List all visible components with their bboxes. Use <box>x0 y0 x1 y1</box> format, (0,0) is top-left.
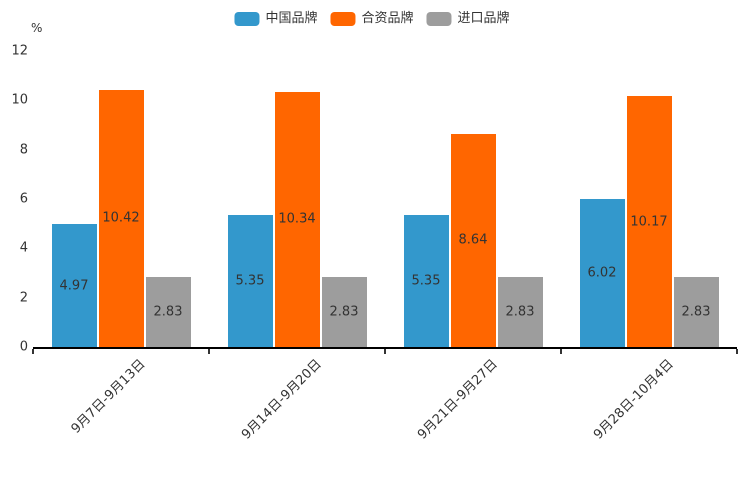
x-axis-tick <box>384 349 386 354</box>
bar-value-label: 2.83 <box>505 304 535 320</box>
x-axis-tick <box>208 349 210 354</box>
y-axis-unit-label: % <box>31 21 43 35</box>
bar-group: 5.35 8.64 2.83 <box>385 51 561 347</box>
x-axis-tick <box>736 349 738 354</box>
x-tick-label: 9月7日-9月13日 <box>68 356 149 437</box>
legend-item[interactable]: 中国品牌 <box>234 10 317 28</box>
x-tick-label: 9月14日-9月20日 <box>238 356 325 443</box>
legend-label: 中国品牌 <box>265 11 318 26</box>
y-tick-label: 10 <box>11 92 28 108</box>
y-tick-label: 8 <box>19 142 28 158</box>
legend-swatch-icon <box>234 12 260 26</box>
bar: 5.35 <box>227 215 273 347</box>
bar-value-label: 2.83 <box>329 304 359 320</box>
bar-value-label: 8.64 <box>458 232 488 248</box>
bar: 2.83 <box>497 277 543 347</box>
y-tick-label: 0 <box>19 339 28 355</box>
bar-value-label: 2.83 <box>681 304 711 320</box>
bar-value-label: 10.17 <box>630 214 668 230</box>
y-tick-label: 2 <box>19 290 28 306</box>
legend-swatch-icon <box>330 12 356 26</box>
y-tick-label: 6 <box>19 191 28 207</box>
bar: 4.97 <box>51 224 97 347</box>
bar-group: 5.35 10.34 2.83 <box>209 51 385 347</box>
legend: 中国品牌 合资品牌 进口品牌 <box>234 10 510 28</box>
bar-value-label: 6.02 <box>587 265 617 281</box>
x-tick-label: 9月28日-10月4日 <box>590 356 677 443</box>
legend-label: 进口品牌 <box>457 11 510 26</box>
x-tick-label: 9月21日-9月27日 <box>414 356 501 443</box>
legend-swatch-icon <box>426 12 452 26</box>
plot-area: 4.97 10.42 2.83 5.35 10.34 2.83 5.35 8.64 2.83 6.… <box>32 51 738 354</box>
x-axis-tick <box>32 349 34 354</box>
x-axis-line <box>33 347 737 349</box>
bar: 5.35 <box>403 215 449 347</box>
bar: 2.83 <box>673 277 719 347</box>
bar-value-label: 2.83 <box>153 304 183 320</box>
bar: 10.42 <box>98 89 144 347</box>
bar: 6.02 <box>579 198 625 347</box>
y-tick-label: 12 <box>11 43 28 59</box>
bar-value-label: 5.35 <box>411 273 441 289</box>
y-tick-label: 4 <box>19 240 28 256</box>
bar: 2.83 <box>145 277 191 347</box>
bar: 8.64 <box>450 133 496 347</box>
bar-value-label: 4.97 <box>59 278 89 294</box>
bar: 2.83 <box>321 277 367 347</box>
bar: 10.34 <box>274 91 320 347</box>
bar-group: 6.02 10.17 2.83 <box>561 51 737 347</box>
bar-group: 4.97 10.42 2.83 <box>33 51 209 347</box>
bar-value-label: 10.42 <box>102 210 140 226</box>
legend-label: 合资品牌 <box>361 11 414 26</box>
legend-item[interactable]: 进口品牌 <box>426 10 510 28</box>
bar-value-label: 10.34 <box>278 211 316 227</box>
legend-item[interactable]: 合资品牌 <box>330 10 414 28</box>
bar: 10.17 <box>626 96 672 347</box>
bar-value-label: 5.35 <box>235 273 265 289</box>
x-axis-tick <box>560 349 562 354</box>
